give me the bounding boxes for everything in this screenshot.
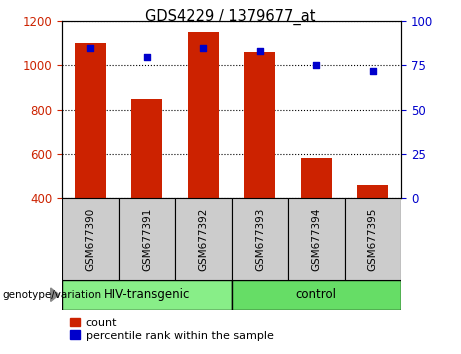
Bar: [131, 99, 162, 198]
Text: GSM677393: GSM677393: [255, 207, 265, 271]
Bar: [75, 44, 106, 198]
Text: HIV-transgenic: HIV-transgenic: [104, 288, 190, 301]
Bar: [62, 198, 118, 280]
Text: genotype/variation: genotype/variation: [2, 290, 101, 300]
Text: GDS4229 / 1379677_at: GDS4229 / 1379677_at: [145, 9, 316, 25]
Text: GSM677391: GSM677391: [142, 207, 152, 271]
Point: [256, 48, 264, 54]
Bar: [62, 280, 231, 310]
Legend: count, percentile rank within the sample: count, percentile rank within the sample: [68, 315, 276, 343]
Text: control: control: [296, 288, 337, 301]
Bar: [231, 198, 288, 280]
Text: GSM677394: GSM677394: [311, 207, 321, 271]
Bar: [175, 198, 231, 280]
Bar: [357, 185, 388, 198]
Bar: [301, 159, 332, 198]
Bar: [188, 32, 219, 198]
Point: [369, 68, 377, 74]
Point: [87, 45, 94, 51]
Bar: [244, 52, 275, 198]
Text: GSM677395: GSM677395: [368, 207, 378, 271]
Bar: [231, 280, 401, 310]
Bar: [118, 198, 175, 280]
Text: GSM677390: GSM677390: [85, 207, 95, 270]
Bar: [344, 198, 401, 280]
Bar: [288, 198, 344, 280]
Point: [200, 45, 207, 51]
Point: [143, 54, 151, 59]
Text: GSM677392: GSM677392: [198, 207, 208, 271]
Point: [313, 63, 320, 68]
